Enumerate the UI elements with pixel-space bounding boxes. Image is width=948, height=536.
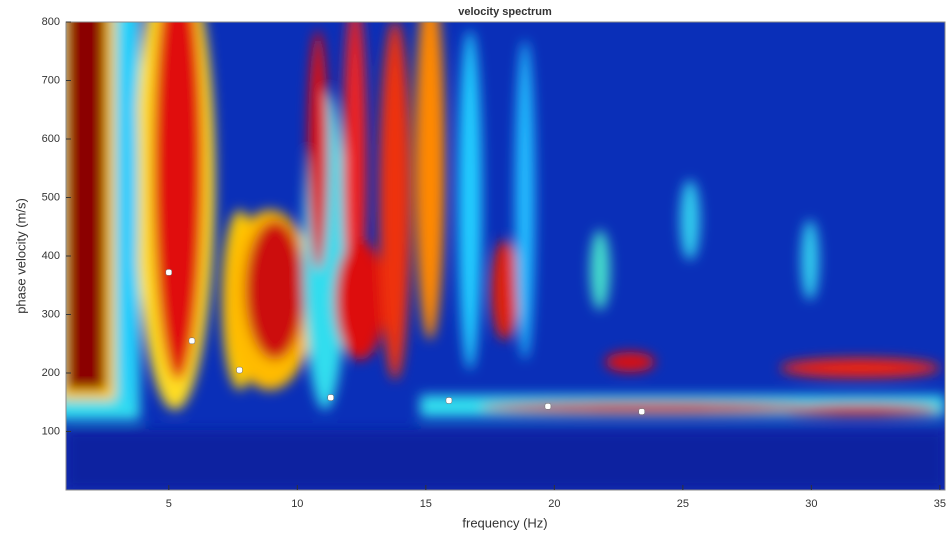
picked-point (445, 397, 453, 404)
energy (680, 180, 700, 260)
y-tick-label: 200 (42, 367, 60, 379)
y-tick-label: 400 (42, 250, 60, 262)
x-tick-label: 35 (934, 498, 946, 510)
spectrum-image (66, 22, 945, 490)
energy (605, 352, 655, 372)
y-tick-label: 600 (42, 133, 60, 145)
energy (118, 22, 138, 410)
energy (491, 240, 519, 340)
energy (801, 220, 819, 300)
energy (415, 22, 445, 340)
energy (780, 358, 940, 378)
energy (480, 402, 820, 414)
energy (308, 30, 328, 270)
y-tick-label: 700 (42, 74, 60, 86)
y-tick-label: 500 (42, 191, 60, 203)
x-tick-label: 20 (548, 498, 560, 510)
x-tick-label: 30 (805, 498, 817, 510)
energy (66, 22, 106, 390)
x-tick-label: 15 (420, 498, 432, 510)
picked-point (638, 408, 645, 415)
chart-title: velocity spectrum (458, 6, 552, 18)
picked-point (236, 366, 243, 374)
y-tick-label: 100 (42, 425, 60, 437)
x-tick-label: 10 (291, 498, 303, 510)
picked-point (188, 337, 196, 345)
energy (780, 404, 940, 416)
energy (245, 220, 305, 360)
energy (66, 430, 945, 490)
picked-point (544, 403, 552, 410)
energy (590, 230, 610, 310)
y-axis-label: phase velocity (m/s) (13, 198, 28, 314)
x-tick-label: 5 (166, 498, 172, 510)
energy (153, 22, 203, 380)
energy (515, 40, 535, 360)
y-tick-label: 300 (42, 308, 60, 320)
energy (458, 30, 482, 370)
energy-field (66, 22, 945, 490)
picked-point (327, 394, 334, 401)
picked-point (165, 269, 173, 276)
x-tick-label: 25 (677, 498, 689, 510)
x-axis-label: frequency (Hz) (462, 515, 547, 530)
y-tick-label: 800 (42, 16, 60, 28)
energy (335, 240, 385, 360)
energy (379, 22, 411, 380)
